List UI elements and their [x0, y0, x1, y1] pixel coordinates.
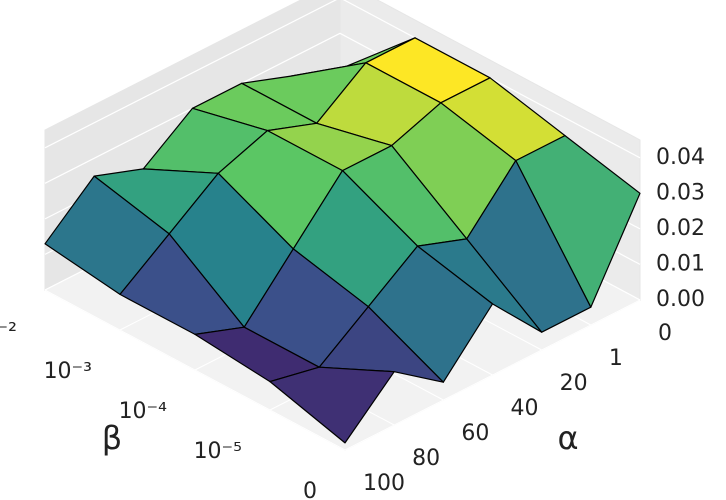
- grid-line: [44, 0, 641, 159]
- x-tick-label: 0: [658, 321, 672, 346]
- z-tick-label: 0.03: [656, 180, 705, 205]
- y-tick-label: 10⁻⁴: [119, 399, 168, 424]
- grid-line: [44, 289, 346, 451]
- y-axis-title: β: [102, 419, 122, 457]
- z-tick-label: 0.02: [656, 216, 705, 241]
- z-tick-label: 0.01: [656, 251, 705, 276]
- x-tick-label: 60: [461, 421, 489, 446]
- x-tick-label: 1: [609, 346, 623, 371]
- surface-patch: [269, 366, 395, 444]
- x-axis-title: α: [557, 419, 578, 457]
- x-tick-label: 80: [412, 446, 440, 471]
- y-tick-label: 10⁻²: [0, 319, 17, 344]
- z-tick-label: 0.00: [656, 287, 705, 312]
- x-tick-label: 40: [511, 396, 539, 421]
- z-tick-label: 0.04: [656, 145, 705, 170]
- surface: [44, 37, 641, 444]
- y-tick-label: 0: [303, 479, 317, 500]
- y-tick-label: 10⁻⁵: [194, 439, 242, 464]
- x-tick-label: 100: [363, 471, 405, 496]
- x-tick-label: 20: [560, 371, 588, 396]
- y-tick-label: 10⁻³: [44, 359, 92, 384]
